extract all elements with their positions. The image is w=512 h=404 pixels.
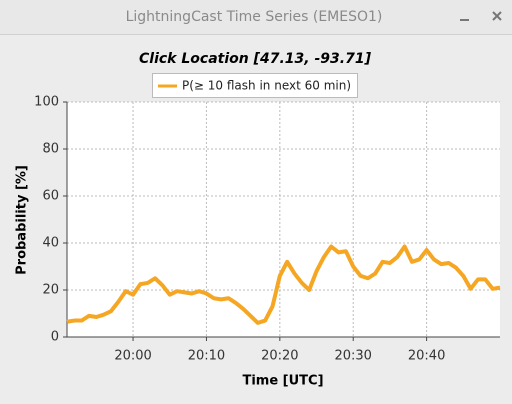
x-axis-label: Time [UTC]: [242, 374, 323, 389]
plot-area: [67, 102, 500, 337]
y-tick-label: 100: [34, 95, 59, 110]
legend-box: [152, 73, 358, 98]
close-button[interactable]: [492, 11, 502, 21]
y-tick-label: 0: [51, 330, 59, 345]
window-title: LightningCast Time Series (EMESO1): [126, 9, 383, 25]
x-tick-label: 20:00: [114, 349, 151, 364]
x-tick-label: 20:30: [334, 349, 371, 364]
y-tick-label: 60: [42, 189, 59, 204]
y-tick-label: 80: [42, 142, 59, 157]
y-axis-label: Probability [%]: [15, 165, 30, 275]
x-tick-label: 20:40: [408, 349, 445, 364]
data-line: [66, 244, 501, 325]
x-tick-label: 20:10: [188, 349, 225, 364]
title-bar: [0, 0, 512, 34]
y-tick-label: 40: [42, 236, 59, 251]
legend-label: P(≥ 10 flash in next 60 min): [182, 79, 351, 93]
x-tick-label: 20:20: [261, 349, 298, 364]
y-tick-label: 20: [42, 283, 59, 298]
chart-title: Click Location [47.13, -93.71]: [139, 51, 372, 67]
